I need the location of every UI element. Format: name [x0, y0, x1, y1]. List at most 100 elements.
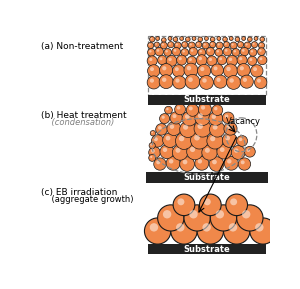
Circle shape	[162, 77, 166, 82]
Circle shape	[224, 122, 237, 135]
Circle shape	[166, 108, 169, 110]
Circle shape	[239, 43, 241, 45]
Circle shape	[159, 75, 173, 89]
Circle shape	[176, 43, 178, 46]
Circle shape	[149, 44, 151, 46]
Circle shape	[261, 38, 262, 39]
Circle shape	[237, 55, 247, 65]
Circle shape	[230, 37, 231, 39]
Circle shape	[260, 57, 262, 60]
Circle shape	[194, 120, 211, 137]
Circle shape	[150, 67, 154, 71]
Text: Substrate: Substrate	[184, 173, 231, 181]
Circle shape	[197, 64, 211, 77]
Circle shape	[172, 47, 181, 56]
Circle shape	[235, 37, 240, 42]
Circle shape	[218, 37, 219, 39]
Circle shape	[214, 75, 227, 88]
Circle shape	[185, 114, 190, 119]
Circle shape	[200, 67, 204, 71]
Circle shape	[205, 148, 210, 153]
Circle shape	[230, 42, 237, 49]
Circle shape	[192, 37, 196, 40]
Circle shape	[198, 113, 203, 118]
Circle shape	[162, 39, 164, 40]
Circle shape	[181, 49, 189, 56]
Circle shape	[225, 49, 227, 52]
Circle shape	[176, 79, 180, 83]
Circle shape	[239, 57, 242, 60]
Circle shape	[199, 38, 200, 39]
Circle shape	[210, 136, 215, 141]
Circle shape	[223, 37, 227, 42]
Circle shape	[202, 42, 209, 49]
Circle shape	[232, 43, 234, 46]
Circle shape	[237, 64, 250, 77]
Circle shape	[222, 112, 234, 124]
Text: Substrate: Substrate	[184, 244, 231, 254]
Circle shape	[163, 210, 171, 218]
Circle shape	[175, 67, 179, 71]
Circle shape	[158, 55, 167, 65]
Circle shape	[197, 43, 199, 45]
Circle shape	[193, 37, 194, 39]
Circle shape	[239, 138, 242, 141]
Circle shape	[151, 149, 155, 153]
Circle shape	[147, 56, 157, 66]
Circle shape	[163, 133, 177, 147]
Circle shape	[191, 49, 194, 52]
Circle shape	[219, 57, 222, 60]
Circle shape	[210, 205, 237, 231]
Circle shape	[168, 37, 172, 40]
Circle shape	[147, 76, 160, 89]
Circle shape	[183, 43, 185, 45]
Circle shape	[169, 43, 171, 45]
Circle shape	[160, 64, 173, 77]
Circle shape	[253, 43, 255, 45]
Circle shape	[156, 37, 160, 40]
Circle shape	[171, 218, 197, 244]
Circle shape	[237, 205, 263, 231]
Circle shape	[229, 58, 232, 61]
Circle shape	[165, 50, 168, 53]
Circle shape	[155, 43, 157, 45]
Circle shape	[232, 49, 240, 56]
Circle shape	[189, 106, 193, 110]
Circle shape	[172, 65, 185, 77]
Circle shape	[210, 42, 216, 48]
Bar	[148, 244, 266, 254]
Circle shape	[188, 42, 195, 49]
Circle shape	[223, 47, 232, 56]
Circle shape	[242, 49, 244, 52]
Text: (aggregate growth): (aggregate growth)	[40, 195, 133, 204]
Circle shape	[189, 47, 197, 56]
Circle shape	[155, 47, 164, 56]
Circle shape	[180, 121, 196, 138]
Circle shape	[258, 48, 266, 55]
Circle shape	[209, 157, 224, 171]
Circle shape	[164, 49, 172, 56]
Circle shape	[187, 38, 188, 39]
Circle shape	[182, 50, 185, 53]
Circle shape	[199, 57, 202, 60]
Circle shape	[184, 63, 198, 77]
Circle shape	[178, 198, 184, 205]
Circle shape	[255, 37, 256, 39]
Circle shape	[236, 38, 238, 39]
Circle shape	[198, 159, 202, 164]
Circle shape	[217, 50, 219, 53]
Circle shape	[210, 37, 215, 42]
Circle shape	[230, 198, 237, 205]
Circle shape	[224, 218, 250, 244]
Circle shape	[149, 50, 152, 53]
Circle shape	[187, 144, 203, 160]
Circle shape	[149, 142, 155, 149]
Circle shape	[198, 37, 202, 42]
Circle shape	[145, 218, 171, 244]
Circle shape	[234, 148, 238, 153]
Circle shape	[212, 114, 216, 119]
Circle shape	[180, 37, 184, 40]
Circle shape	[175, 104, 185, 115]
Circle shape	[226, 125, 231, 129]
Circle shape	[229, 223, 237, 231]
